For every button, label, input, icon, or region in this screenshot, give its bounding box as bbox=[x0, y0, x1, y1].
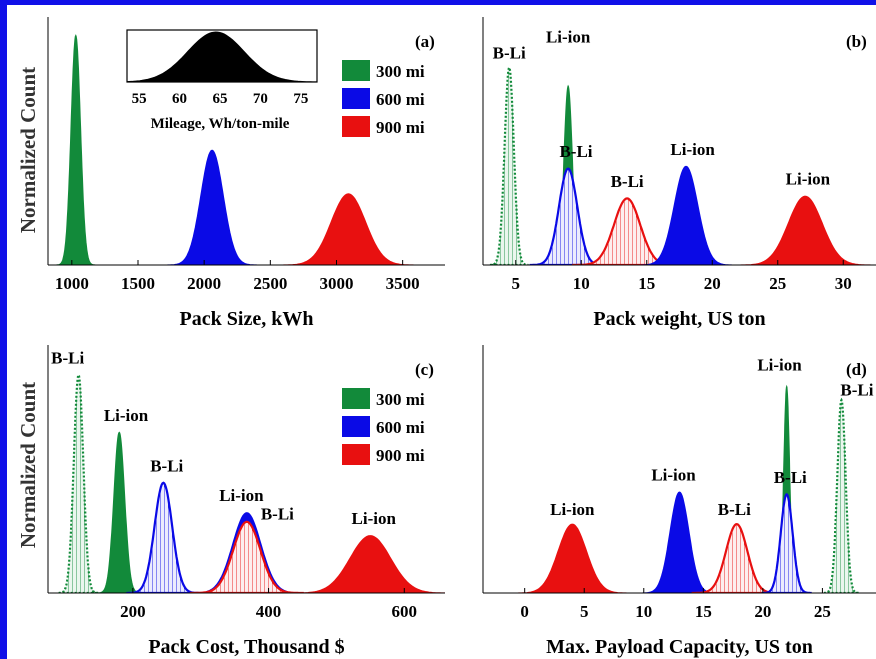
peak-annotation: Li-ion bbox=[352, 509, 397, 528]
peak-annotation: Li-ion bbox=[757, 355, 802, 374]
inset-axis-title: Mileage, Wh/ton-mile bbox=[151, 116, 290, 132]
legend-swatch bbox=[342, 116, 370, 137]
x-tick-label: 25 bbox=[769, 274, 786, 293]
inset-distribution bbox=[126, 31, 318, 83]
peak-annotation: Li-ion bbox=[104, 406, 149, 425]
peak-annotation: B-Li bbox=[774, 468, 807, 487]
series-900-mi-dist-2 bbox=[276, 193, 421, 265]
peak-annotation: Li-ion bbox=[219, 486, 264, 505]
peak-annotation: B-Li bbox=[611, 172, 644, 191]
x-tick-label: 2500 bbox=[253, 274, 287, 293]
series-300-mi-b-li-0 bbox=[58, 372, 99, 593]
peak-annotation: B-Li bbox=[493, 43, 526, 62]
series-300-mi-li-ion-1 bbox=[96, 431, 143, 593]
series-900-mi-b-li-4 bbox=[189, 520, 304, 593]
x-axis-title: Pack Cost, Thousand $ bbox=[148, 636, 344, 658]
peak-annotation: Li-ion bbox=[786, 170, 831, 189]
x-tick-label: 200 bbox=[120, 602, 146, 621]
peak-annotation: B-Li bbox=[150, 456, 183, 475]
plot-area bbox=[55, 34, 421, 265]
x-tick-label: 30 bbox=[835, 274, 852, 293]
series-900-mi-b-li-2 bbox=[691, 522, 782, 593]
inset-tick-label: 75 bbox=[293, 91, 308, 107]
panel-tag: (c) bbox=[415, 360, 434, 379]
x-tick-label: 1000 bbox=[55, 274, 89, 293]
x-tick-label: 10 bbox=[573, 274, 590, 293]
legend-swatch bbox=[342, 388, 370, 409]
series-600-mi-b-li-2 bbox=[529, 167, 607, 265]
panel-tag: (a) bbox=[415, 32, 435, 51]
peak-annotation: B-Li bbox=[840, 381, 873, 400]
x-tick-label: 15 bbox=[638, 274, 655, 293]
legend-swatch bbox=[342, 60, 370, 81]
plot-area bbox=[58, 372, 445, 593]
peak-annotation: B-Li bbox=[51, 348, 84, 367]
peak-annotation: B-Li bbox=[718, 500, 751, 519]
legend-swatch bbox=[342, 88, 370, 109]
x-axis-title: Max. Payload Capacity, US ton bbox=[546, 636, 813, 658]
series-900-mi-li-ion-5 bbox=[733, 195, 876, 265]
x-axis-title: Pack Size, kWh bbox=[180, 308, 314, 330]
plot-area bbox=[512, 384, 859, 593]
x-tick-label: 15 bbox=[695, 602, 712, 621]
inset-frame bbox=[126, 29, 318, 83]
figure-frame-top bbox=[0, 0, 876, 5]
legend-swatch bbox=[342, 444, 370, 465]
series-900-mi-li-ion-5 bbox=[284, 535, 445, 593]
x-tick-label: 400 bbox=[256, 602, 282, 621]
ylabel-bottom: Normalized Count bbox=[16, 382, 40, 548]
inset-tick-label: 65 bbox=[212, 91, 227, 107]
x-axis-title: Pack weight, US ton bbox=[593, 308, 765, 330]
x-tick-label: 5 bbox=[580, 602, 589, 621]
x-tick-label: 10 bbox=[635, 602, 652, 621]
x-tick-label: 600 bbox=[392, 602, 418, 621]
panel-a: 1000 1500 2000 2500 3000 3500 Pack Size, kWh (a… bbox=[47, 17, 445, 330]
series-900-mi-li-ion-0 bbox=[512, 523, 633, 593]
x-tick-label: 5 bbox=[512, 274, 521, 293]
legend-swatch bbox=[342, 416, 370, 437]
legend-label: 900 mi bbox=[376, 118, 425, 137]
series-300-mi-b-li-5 bbox=[824, 397, 859, 593]
peak-annotation: Li-ion bbox=[546, 27, 591, 46]
series-300-mi-dist-0 bbox=[55, 34, 96, 265]
series-600-mi-li-ion-1 bbox=[639, 491, 720, 593]
legend-label: 600 mi bbox=[376, 418, 425, 437]
series-600-mi-li-ion-4 bbox=[636, 165, 736, 265]
series-600-mi-b-li-4 bbox=[761, 492, 812, 593]
x-tick-label: 3500 bbox=[386, 274, 420, 293]
panel-tag: (d) bbox=[846, 360, 867, 379]
plot-area bbox=[489, 64, 876, 265]
inset-tick-label: 70 bbox=[253, 91, 268, 107]
ylabel-top: Normalized Count bbox=[16, 67, 40, 233]
series-600-mi-b-li-2 bbox=[126, 481, 201, 593]
panel-b: 5 10 15 20 25 30 Pack weight, US ton (b) B-Li Li-… bbox=[482, 17, 876, 330]
peak-annotation: Li-ion bbox=[651, 465, 696, 484]
legend-label: 300 mi bbox=[376, 390, 425, 409]
x-tick-label: 2000 bbox=[187, 274, 221, 293]
panel-tag: (b) bbox=[846, 32, 867, 51]
x-tick-label: 1500 bbox=[121, 274, 155, 293]
peak-annotation: B-Li bbox=[559, 142, 592, 161]
inset-tick-label: 55 bbox=[132, 91, 147, 107]
x-tick-label: 20 bbox=[754, 602, 771, 621]
x-tick-label: 0 bbox=[520, 602, 529, 621]
figure-frame-left bbox=[0, 0, 7, 659]
series-600-mi-dist-1 bbox=[164, 149, 260, 265]
legend-label: 300 mi bbox=[376, 62, 425, 81]
inset-tick-label: 60 bbox=[172, 91, 187, 107]
series-300-mi-b-li-0 bbox=[489, 64, 529, 265]
x-tick-label: 3000 bbox=[319, 274, 353, 293]
peak-annotation: Li-ion bbox=[550, 500, 595, 519]
peak-annotation: Li-ion bbox=[670, 140, 715, 159]
x-tick-label: 20 bbox=[704, 274, 721, 293]
legend-label: 600 mi bbox=[376, 90, 425, 109]
x-tick-label: 25 bbox=[814, 602, 831, 621]
peak-annotation: B-Li bbox=[261, 505, 294, 524]
legend-label: 900 mi bbox=[376, 446, 425, 465]
